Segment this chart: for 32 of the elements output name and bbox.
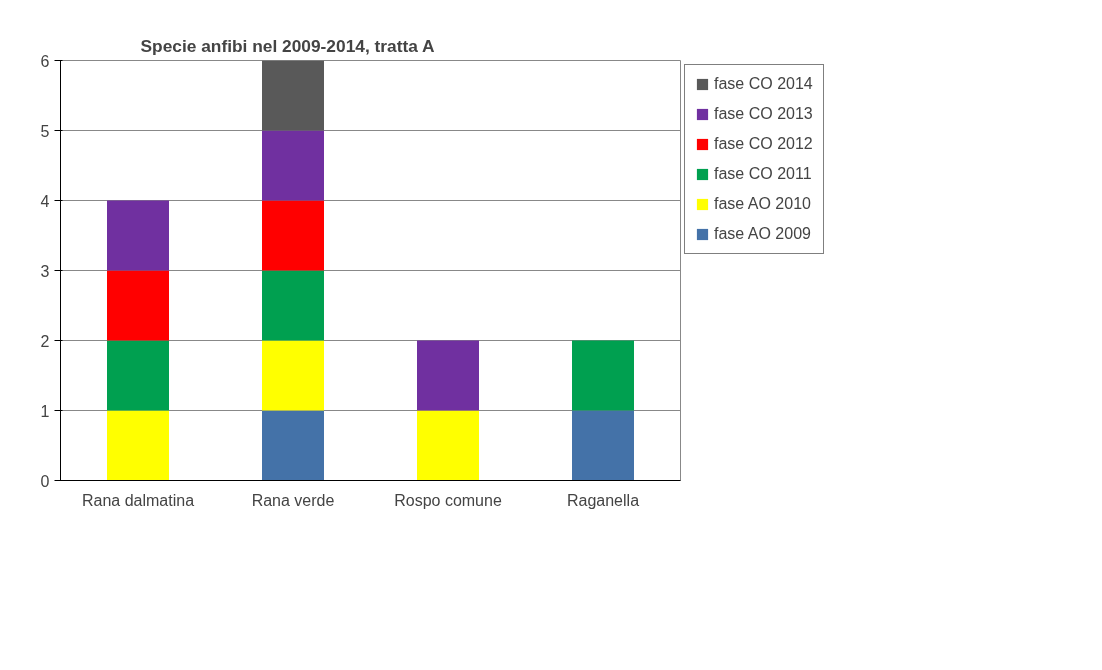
bar — [417, 340, 479, 411]
x-tick-label: Rana dalmatina — [81, 491, 195, 509]
bar — [107, 340, 169, 411]
bar — [417, 410, 479, 481]
bar — [262, 340, 324, 411]
bar — [262, 130, 324, 201]
bar — [107, 410, 169, 481]
bar — [262, 60, 324, 131]
x-tick-label: Raganella — [566, 491, 640, 509]
bar — [572, 410, 634, 481]
y-tick-label: 6 — [40, 52, 50, 70]
bar — [107, 200, 169, 271]
bar — [262, 270, 324, 341]
y-tick-label: 5 — [40, 122, 50, 140]
legend-label: fase CO 2011 — [714, 165, 812, 183]
y-tick-label: 0 — [40, 472, 50, 490]
legend-label: fase CO 2014 — [714, 75, 813, 93]
bar — [262, 410, 324, 481]
legend-label: fase AO 2009 — [714, 225, 811, 243]
legend-label: fase AO 2010 — [714, 195, 811, 213]
y-tick-label: 1 — [40, 402, 50, 420]
legend-label: fase CO 2013 — [714, 105, 813, 123]
x-tick-label: Rana verde — [251, 491, 335, 509]
x-tick-label: Rospo comune — [394, 491, 502, 509]
bar — [572, 340, 634, 411]
chart-title: Specie anfibi nel 2009-2014, tratta A — [140, 35, 436, 56]
y-tick-label: 2 — [40, 332, 50, 350]
y-tick-label: 4 — [40, 192, 50, 210]
y-tick-label: 3 — [40, 262, 50, 280]
bar — [107, 270, 169, 341]
bar — [262, 200, 324, 271]
legend-label: fase CO 2012 — [714, 135, 813, 153]
